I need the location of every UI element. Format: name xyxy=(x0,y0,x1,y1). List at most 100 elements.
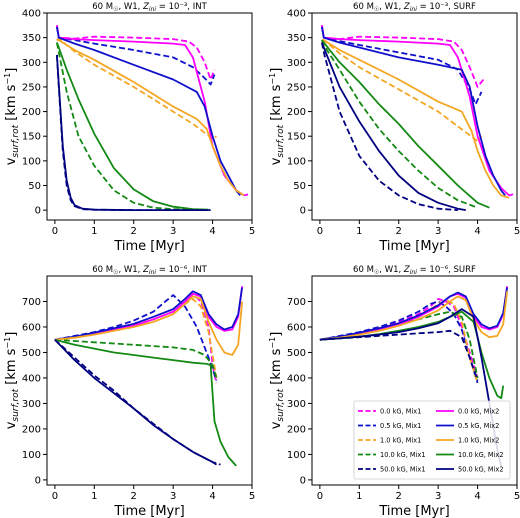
y-tick-label: 400 xyxy=(22,373,41,384)
x-tick-label: 0 xyxy=(52,491,58,502)
x-tick-label: 0 xyxy=(317,491,323,502)
y-tick-label: 0 xyxy=(300,206,306,217)
y-tick-label: 100 xyxy=(287,450,306,461)
series-line-9 xyxy=(54,338,237,467)
legend-label: 1.0 kG, Mix2 xyxy=(458,436,499,444)
y-tick-label: 300 xyxy=(22,58,41,69)
x-tick-label: 3 xyxy=(170,226,176,237)
y-tick-label: 500 xyxy=(287,348,306,359)
y-axis-label: vsurf,rot [km s−1] xyxy=(3,332,21,430)
series-line-10 xyxy=(319,308,503,467)
series-lines xyxy=(319,286,508,467)
axes-frame xyxy=(311,12,518,221)
x-tick-label: 2 xyxy=(131,226,137,237)
x-axis-label: Time [Myr] xyxy=(113,504,184,518)
series-line-3 xyxy=(321,39,483,142)
series-line-9 xyxy=(321,39,490,209)
x-tick-label: 1 xyxy=(356,226,362,237)
y-tick-label: 100 xyxy=(22,450,41,461)
legend-label: 10.0 kG, Mix2 xyxy=(458,451,504,459)
axes-frame xyxy=(46,12,253,221)
series-line-4 xyxy=(321,39,478,209)
legend-label: 1.0 kG, Mix1 xyxy=(380,436,421,444)
x-tick-label: 2 xyxy=(396,226,402,237)
y-tick-label: 50 xyxy=(28,181,41,192)
axes-frame xyxy=(46,275,253,486)
x-tick-label: 1 xyxy=(91,491,97,502)
legend-label: 10.0 kG, Mix1 xyxy=(380,451,426,459)
series-line-7 xyxy=(56,26,241,196)
x-tick-label: 4 xyxy=(209,491,215,502)
y-tick-label: 0 xyxy=(35,475,41,486)
legend-label: 50.0 kG, Mix1 xyxy=(380,465,426,473)
series-line-8 xyxy=(54,295,243,356)
plot-area xyxy=(47,13,252,220)
legend-label: 0.5 kG, Mix2 xyxy=(458,422,499,430)
y-tick-label: 400 xyxy=(287,9,306,20)
y-tick-label: 500 xyxy=(22,348,41,359)
chart-title: 60 M☉, W1, Zini = 10⁻⁶, SURF xyxy=(353,265,476,276)
x-tick-label: 4 xyxy=(474,491,480,502)
x-tick-label: 5 xyxy=(249,226,255,237)
y-tick-label: 0 xyxy=(300,475,306,486)
series-line-8 xyxy=(56,39,245,197)
y-tick-label: 600 xyxy=(22,322,41,333)
series-line-8 xyxy=(321,39,510,199)
series-line-8 xyxy=(319,291,508,341)
y-tick-label: 200 xyxy=(287,424,306,435)
y-axis-label: vsurf,rot [km s−1] xyxy=(268,332,286,430)
y-tick-label: 300 xyxy=(22,399,41,410)
x-tick-label: 3 xyxy=(170,491,176,502)
x-tick-label: 0 xyxy=(52,226,58,237)
x-tick-label: 4 xyxy=(474,226,480,237)
series-line-10 xyxy=(321,42,466,211)
y-tick-label: 250 xyxy=(287,82,306,93)
series-line-7 xyxy=(319,287,508,341)
x-tick-label: 0 xyxy=(317,226,323,237)
chart-title: 60 M☉, W1, Zini = 10⁻³, SURF xyxy=(353,2,476,13)
y-tick-label: 700 xyxy=(287,297,306,308)
y-tick-label: 100 xyxy=(22,156,41,167)
x-axis-label: Time [Myr] xyxy=(378,504,449,518)
series-line-9 xyxy=(56,42,209,211)
series-line-6 xyxy=(54,286,243,341)
y-tick-label: 300 xyxy=(287,58,306,69)
legend-label: 0.5 kG, Mix1 xyxy=(380,422,421,430)
series-line-7 xyxy=(321,26,506,196)
plot-area xyxy=(312,13,517,220)
y-axis-label: vsurf,rot [km s−1] xyxy=(3,68,21,166)
legend-label: 0.0 kG, Mix2 xyxy=(458,407,499,415)
series-line-4 xyxy=(54,338,218,379)
y-tick-label: 100 xyxy=(287,156,306,167)
x-tick-label: 2 xyxy=(396,491,402,502)
y-tick-label: 0 xyxy=(35,206,41,217)
y-tick-label: 400 xyxy=(22,9,41,20)
series-line-10 xyxy=(54,339,217,466)
x-tick-label: 2 xyxy=(131,491,137,502)
x-tick-label: 3 xyxy=(435,226,441,237)
chart-panel-4: 0 1 2 3 4 5 0 100 200 300 400 500 600 700 60 M☉, W1, Z… xyxy=(268,265,520,518)
y-tick-label: 350 xyxy=(287,33,306,44)
series-line-7 xyxy=(54,287,243,341)
x-axis-label: Time [Myr] xyxy=(378,239,449,254)
x-axis-label: Time [Myr] xyxy=(113,239,184,254)
plot-area xyxy=(47,276,252,485)
y-tick-label: 50 xyxy=(293,181,306,192)
y-tick-label: 200 xyxy=(22,424,41,435)
axes-frame xyxy=(311,275,518,486)
x-tick-label: 5 xyxy=(249,491,255,502)
y-tick-label: 200 xyxy=(287,107,306,118)
y-tick-label: 250 xyxy=(22,82,41,93)
series-line-5 xyxy=(321,42,458,211)
y-tick-label: 300 xyxy=(287,399,306,410)
y-tick-label: 150 xyxy=(287,132,306,143)
y-tick-label: 150 xyxy=(22,132,41,143)
legend-box xyxy=(353,400,511,480)
y-tick-label: 600 xyxy=(287,322,306,333)
series-line-4 xyxy=(56,42,211,211)
y-tick-label: 350 xyxy=(22,33,41,44)
legend-label: 0.0 kG, Mix1 xyxy=(380,407,421,415)
